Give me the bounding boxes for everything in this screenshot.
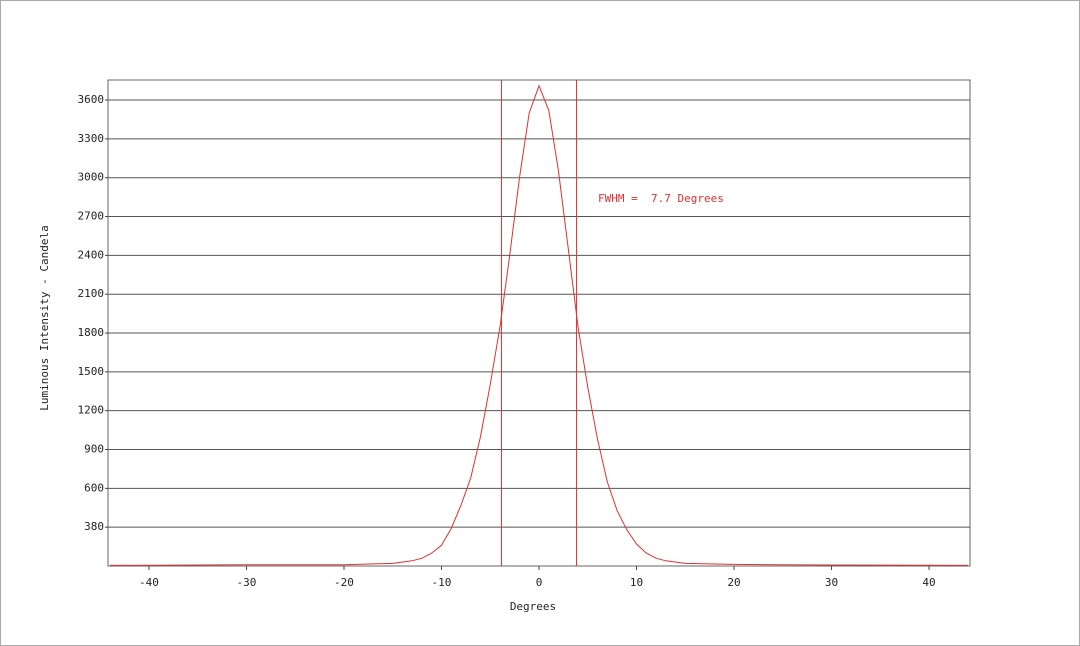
y-tick-label: 3600 [78, 93, 105, 106]
y-tick-label: 1800 [78, 326, 105, 339]
y-tick-label: 3300 [78, 132, 105, 145]
x-tick-label: 10 [630, 576, 643, 589]
y-tick-label: 1200 [78, 404, 105, 417]
x-tick-label: -40 [139, 576, 159, 589]
x-tick-label: -30 [237, 576, 257, 589]
y-tick-label: 2400 [78, 248, 105, 261]
x-tick-label: 20 [727, 576, 740, 589]
x-tick-label: 40 [922, 576, 935, 589]
y-tick-label: 2700 [78, 210, 105, 223]
y-tick-label: 900 [84, 443, 104, 456]
fwhm-annotation: FWHM = 7.7 Degrees [598, 192, 724, 205]
x-tick-label: 30 [825, 576, 838, 589]
x-axis-label: Degrees [510, 600, 556, 613]
y-tick-label: 2100 [78, 287, 105, 300]
x-tick-label: 0 [536, 576, 543, 589]
x-tick-label: -20 [334, 576, 354, 589]
x-tick-label: -10 [432, 576, 452, 589]
y-axis-label: Luminous Intensity - Candela [38, 225, 51, 410]
y-tick-label: 600 [84, 481, 104, 494]
y-tick-label: 3000 [78, 171, 105, 184]
y-tick-label: 1500 [78, 365, 105, 378]
intensity-curve [109, 84, 969, 566]
y-tick-label: 380 [84, 520, 104, 533]
